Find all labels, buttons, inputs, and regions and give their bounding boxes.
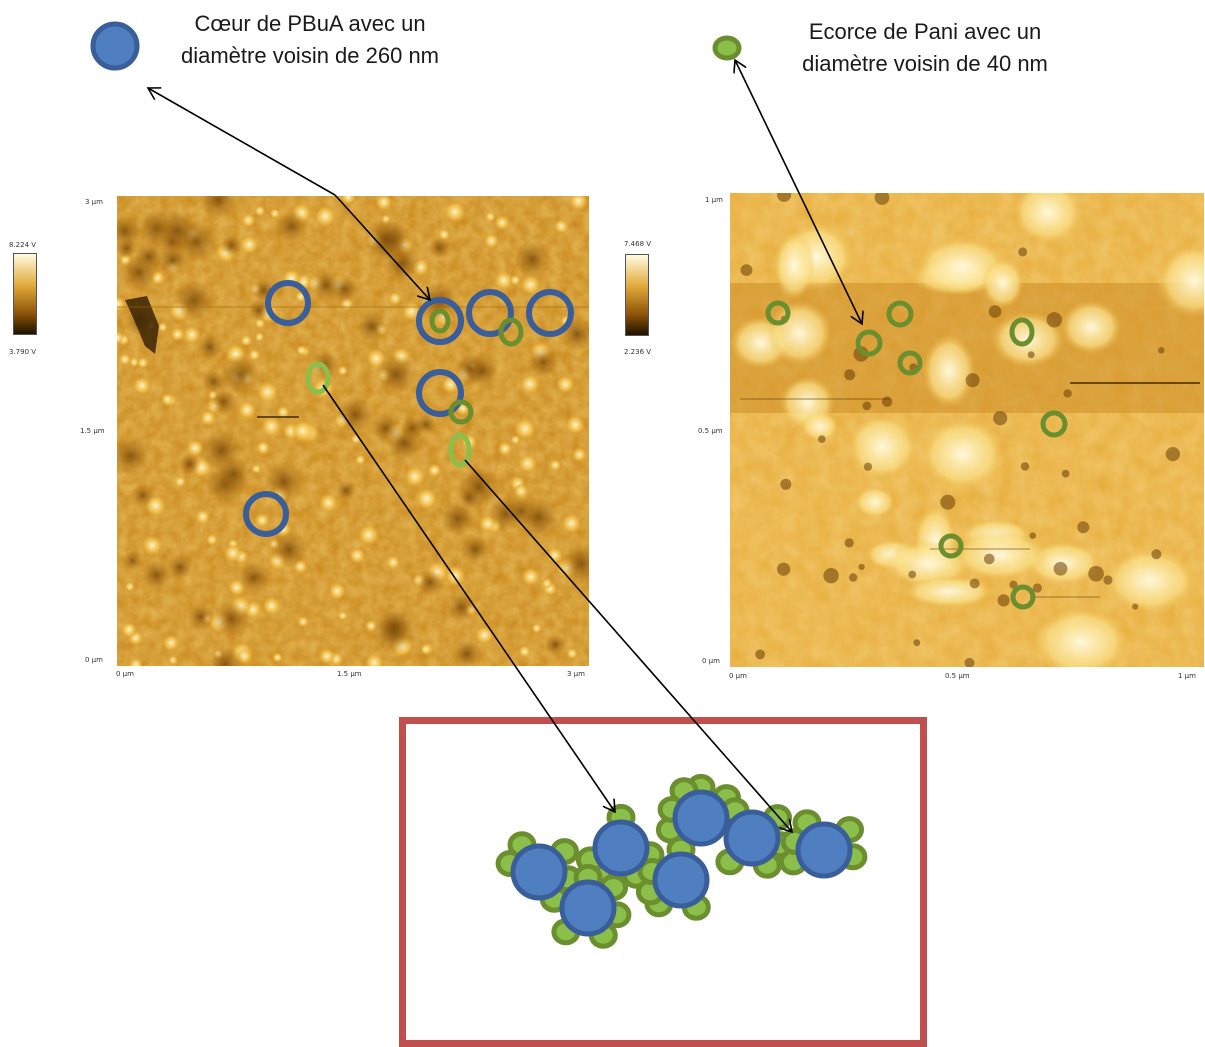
arrow-left-to-schematic-2 <box>464 459 792 832</box>
shell-marker <box>855 329 883 357</box>
arrow-shell-to-legend <box>735 60 801 196</box>
arrow-left-to-schematic-1 <box>322 384 615 812</box>
right-y-tick-mid: 0.5 µm <box>698 427 723 435</box>
core-label-line2: diamètre voisin de 260 nm <box>180 43 440 68</box>
left-y-tick-top: 3 µm <box>85 198 103 206</box>
core-marker <box>526 289 574 337</box>
core-marker <box>466 289 514 337</box>
shell-label-line1: Ecorce de Pani avec un <box>808 19 1042 44</box>
right-y-tick-bottom: 0 µm <box>702 657 720 665</box>
afm-image-right <box>730 180 1205 678</box>
shell-label-line2: diamètre voisin de 40 nm <box>802 51 1048 76</box>
shell-marker <box>448 399 474 425</box>
shell-label: Ecorce de Pani avec un diamètre voisin d… <box>760 16 1090 80</box>
shell-marker <box>448 432 472 468</box>
afm-image-left <box>107 180 603 683</box>
core-marker <box>416 297 464 345</box>
right-y-tick-top: 1 µm <box>705 196 723 204</box>
shell-marker <box>1010 584 1036 610</box>
core-marker <box>265 280 311 326</box>
arrow-shell-to-image <box>799 194 862 324</box>
left-colorbar <box>13 253 37 335</box>
shell-marker <box>1040 410 1068 438</box>
left-colorbar-max: 8.224 V <box>9 241 37 249</box>
core-particle <box>672 789 730 847</box>
left-x-tick-right: 3 µm <box>567 670 585 678</box>
core-particle <box>510 843 568 901</box>
right-x-tick-mid: 0.5 µm <box>945 672 970 680</box>
afm-right-texture <box>730 180 1205 678</box>
arrow-core-to-legend <box>148 88 336 196</box>
right-x-tick-left: 0 µm <box>729 672 747 680</box>
shell-marker <box>1009 317 1035 347</box>
afm-left-texture <box>107 180 603 683</box>
core-marker <box>243 491 289 537</box>
right-colorbar <box>625 254 649 336</box>
core-particle <box>723 809 781 867</box>
shell-marker <box>938 533 964 559</box>
left-y-tick-mid: 1.5 µm <box>80 427 105 435</box>
left-x-tick-left: 0 µm <box>116 670 134 678</box>
shell-marker <box>897 350 923 376</box>
overlay <box>0 0 1068 949</box>
right-colorbar-min: 2.236 V <box>624 348 652 356</box>
left-y-tick-bottom: 0 µm <box>85 656 103 664</box>
core-particle <box>559 879 617 937</box>
right-shell-markers <box>765 300 1068 610</box>
shell-marker <box>886 300 914 328</box>
left-colorbar-min: 3.790 V <box>9 348 37 356</box>
shell-marker <box>429 308 451 334</box>
shell-marker <box>498 317 524 347</box>
arrows <box>148 60 862 832</box>
core-particle <box>795 821 853 879</box>
core-particle <box>592 819 650 877</box>
left-core-markers <box>243 280 574 537</box>
shell-marker <box>765 300 791 326</box>
arrow-core-to-image <box>334 194 430 300</box>
core-label: Cœur de PBuA avec un diamètre voisin de … <box>140 8 480 72</box>
core-label-line1: Cœur de PBuA avec un <box>194 11 426 36</box>
left-shell-markers <box>305 308 524 468</box>
left-x-tick-mid: 1.5 µm <box>337 670 362 678</box>
core-shell-schematic <box>495 773 868 949</box>
right-x-tick-right: 1 µm <box>1178 672 1196 680</box>
right-colorbar-max: 7.468 V <box>624 240 652 248</box>
shell-marker <box>305 361 331 395</box>
core-particle <box>652 851 710 909</box>
core-marker <box>416 369 464 417</box>
